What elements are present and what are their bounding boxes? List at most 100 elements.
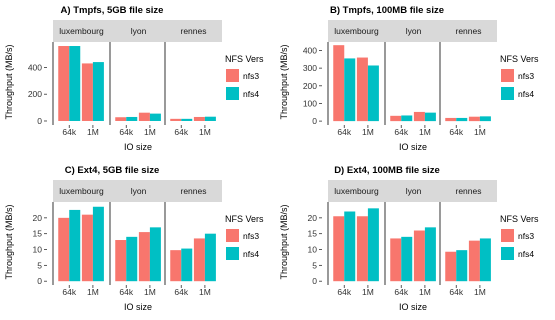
x-tick-label: 64k (174, 127, 188, 137)
y-tick-label: 400 (28, 62, 42, 72)
facet-strip-label: rennes (181, 186, 207, 196)
bar (204, 233, 216, 282)
bar (413, 111, 425, 122)
x-tick-label: 1M (362, 127, 374, 137)
x-tick-label: 1M (87, 127, 99, 137)
x-tick-label: 1M (199, 287, 211, 297)
facet-strip-label: lyon (131, 26, 147, 36)
x-tick-label: 64k (394, 287, 408, 297)
bar (401, 236, 413, 282)
bar (356, 57, 368, 122)
legend-label: nfs3 (243, 71, 259, 81)
x-tick-label: 1M (419, 287, 431, 297)
facet-strip (165, 180, 222, 202)
facet-strip (328, 180, 385, 202)
legend-label: nfs4 (518, 249, 534, 259)
legend-title: NFS Vers (225, 54, 264, 64)
facet-strip-label: rennes (181, 26, 207, 36)
chart-panel-2: B) Tmpfs, 100MB file size Throughput (MB/… (279, 5, 539, 152)
bar (367, 65, 379, 122)
facet-strip (53, 20, 110, 42)
x-tick-label: 1M (419, 127, 431, 137)
bar (344, 58, 356, 122)
bar (69, 46, 81, 121)
bar (115, 240, 127, 282)
bar (333, 216, 345, 282)
bar (193, 238, 205, 282)
x-tick-label: 1M (87, 287, 99, 297)
bar (445, 251, 457, 282)
bar (126, 236, 138, 282)
x-tick-label: 1M (474, 127, 486, 137)
bar (344, 211, 356, 282)
chart-panel-4: D) Ext4, 100MB file size Throughput (MB/s… (279, 165, 539, 312)
legend-swatch (226, 247, 239, 260)
x-tick-label: 1M (362, 287, 374, 297)
facet-strip-label: luxembourg (334, 186, 379, 196)
bar (58, 217, 70, 282)
bar (479, 238, 491, 282)
legend-swatch (226, 229, 239, 242)
x-tick-label: 64k (449, 127, 463, 137)
y-axis-label: Throughput (MB/s) (279, 44, 289, 119)
y-tick-label: 20 (33, 213, 43, 223)
bar (424, 112, 436, 122)
bar (424, 227, 436, 282)
bar (456, 250, 468, 282)
facet-strip-label: lyon (131, 186, 147, 196)
facet-strip (328, 20, 385, 42)
legend: NFS Vers nfs3 nfs4 (225, 214, 264, 260)
bar (356, 216, 368, 282)
bar (149, 113, 161, 121)
y-tick-label: 10 (308, 245, 318, 255)
bar (115, 117, 127, 121)
bar (170, 250, 182, 282)
x-tick-label: 64k (62, 127, 76, 137)
facet-strip-label: lyon (406, 26, 422, 36)
facet-strip-label: luxembourg (59, 186, 104, 196)
bar (390, 238, 402, 282)
bar (92, 62, 104, 121)
x-axis-label: IO size (124, 302, 152, 312)
y-tick-label: 15 (33, 229, 43, 239)
y-tick-label: 20 (308, 213, 318, 223)
facet-strip (53, 180, 110, 202)
y-tick-label: 0 (37, 116, 42, 126)
legend-title: NFS Vers (225, 214, 264, 224)
bar (390, 115, 402, 122)
legend-swatch (226, 87, 239, 100)
legend: NFS Vers nfs3 nfs4 (225, 54, 264, 100)
x-tick-label: 1M (144, 287, 156, 297)
x-tick-label: 64k (449, 287, 463, 297)
y-tick-label: 400 (303, 45, 317, 55)
bar (479, 116, 491, 122)
bar (58, 46, 70, 121)
legend-title: NFS Vers (500, 214, 539, 224)
bar (468, 240, 480, 282)
x-axis-label: IO size (124, 142, 152, 152)
bar (138, 112, 150, 121)
bar (149, 227, 161, 282)
y-axis-label: Throughput (MB/s) (279, 204, 289, 279)
bar (401, 115, 413, 122)
facet-strip-label: lyon (406, 186, 422, 196)
legend-swatch (501, 87, 514, 100)
x-axis-label: IO size (399, 302, 427, 312)
legend-label: nfs3 (518, 231, 534, 241)
bar (126, 116, 138, 121)
x-tick-label: 64k (62, 287, 76, 297)
facet-strip-label: luxembourg (334, 26, 379, 36)
x-axis-label: IO size (399, 142, 427, 152)
bar (81, 63, 93, 121)
y-axis-label: Throughput (MB/s) (4, 44, 14, 119)
bar (181, 118, 193, 121)
bar (456, 117, 468, 122)
bar (333, 45, 345, 122)
facet-strip-label: rennes (456, 26, 482, 36)
bar (193, 116, 205, 121)
y-tick-label: 0 (37, 276, 42, 286)
y-tick-label: 200 (303, 81, 317, 91)
facet-strip (440, 20, 497, 42)
chart-title: B) Tmpfs, 100MB file size (330, 5, 444, 16)
